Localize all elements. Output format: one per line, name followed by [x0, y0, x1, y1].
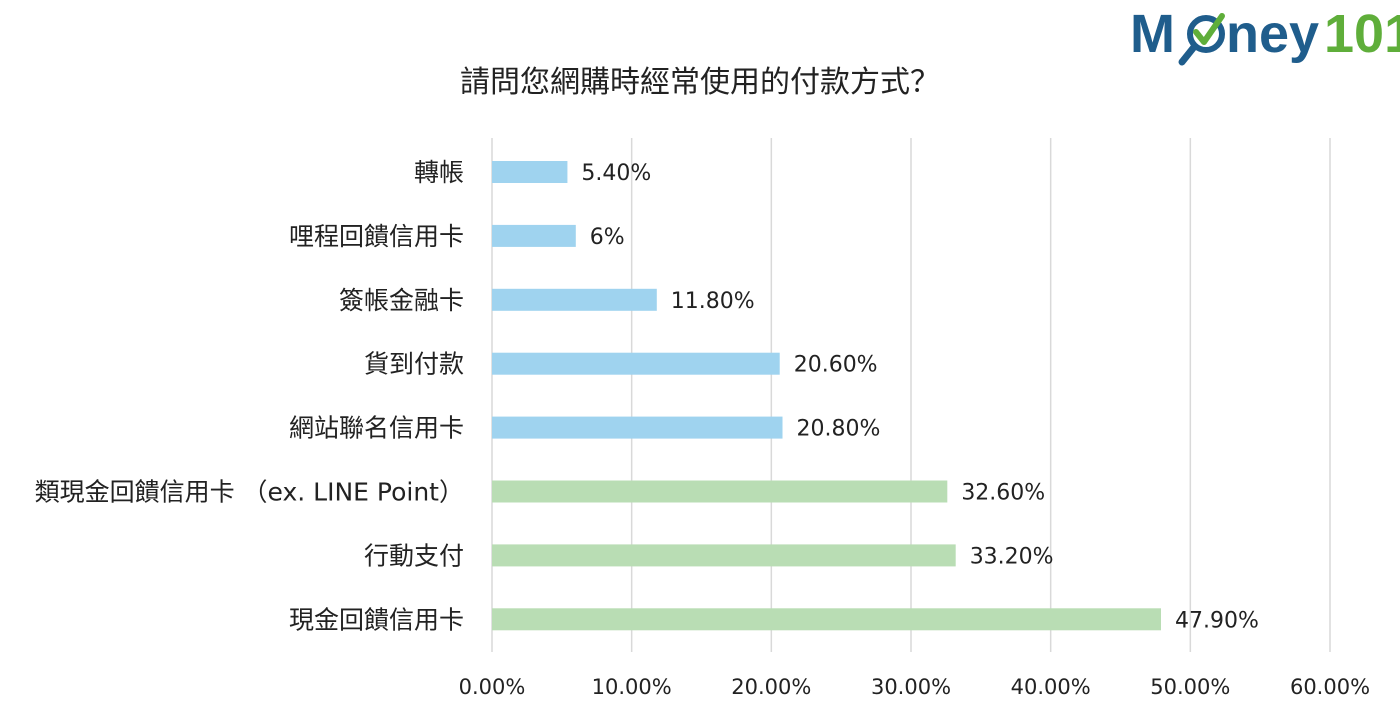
category-label: 現金回饋信用卡 [289, 605, 464, 634]
logo-number-101: 101 [1324, 4, 1400, 64]
bar [492, 288, 657, 311]
bar [492, 480, 948, 503]
data-label: 11.80% [671, 289, 755, 314]
bar [492, 608, 1162, 631]
category-label: 網站聯名信用卡 [289, 414, 464, 443]
x-tick-label: 30.00% [871, 675, 951, 699]
logo-letter-m: M [1130, 4, 1175, 64]
data-label: 32.60% [961, 481, 1045, 506]
bar [492, 416, 783, 439]
x-tick-label: 10.00% [592, 675, 672, 699]
category-label: 行動支付 [364, 541, 464, 570]
x-tick-label: 0.00% [459, 675, 526, 699]
logo-word-ney: ney [1226, 4, 1319, 64]
x-tick-label: 60.00% [1290, 675, 1370, 699]
money101-logo: M ney 101 [1130, 4, 1400, 66]
data-label: 33.20% [970, 544, 1054, 569]
x-tick-label: 20.00% [731, 675, 811, 699]
data-label: 20.60% [794, 353, 878, 378]
gridlines [491, 138, 1331, 652]
data-label: 47.90% [1175, 608, 1259, 633]
bars [492, 161, 1162, 631]
category-label: 哩程回饋信用卡 [289, 222, 464, 251]
category-label: 簽帳金融卡 [339, 286, 464, 315]
magnifier-check-icon [1178, 13, 1225, 66]
category-label: 類現金回饋信用卡 （ex. LINE Point） [35, 478, 464, 507]
x-tick-label: 40.00% [1011, 675, 1091, 699]
bar [492, 161, 568, 183]
bar [492, 544, 956, 567]
data-label: 6% [590, 225, 625, 250]
value-labels: 5.40% 6% 11.80% 20.60% 20.80% 32.60% 33.20% 47.… [581, 161, 1258, 633]
category-label: 貨到付款 [364, 350, 464, 379]
bar [492, 352, 780, 375]
category-label: 轉帳 [414, 158, 464, 187]
bar [492, 224, 576, 247]
data-label: 5.40% [581, 161, 651, 186]
data-label: 20.80% [797, 417, 881, 442]
x-tick-label: 50.00% [1150, 675, 1230, 699]
x-axis-tick-labels: 0.00% 10.00% 20.00% 30.00% 40.00% 50.00% 60.00… [459, 675, 1370, 699]
chart-title: 請問您網購時經常使用的付款方式？ [460, 65, 940, 100]
